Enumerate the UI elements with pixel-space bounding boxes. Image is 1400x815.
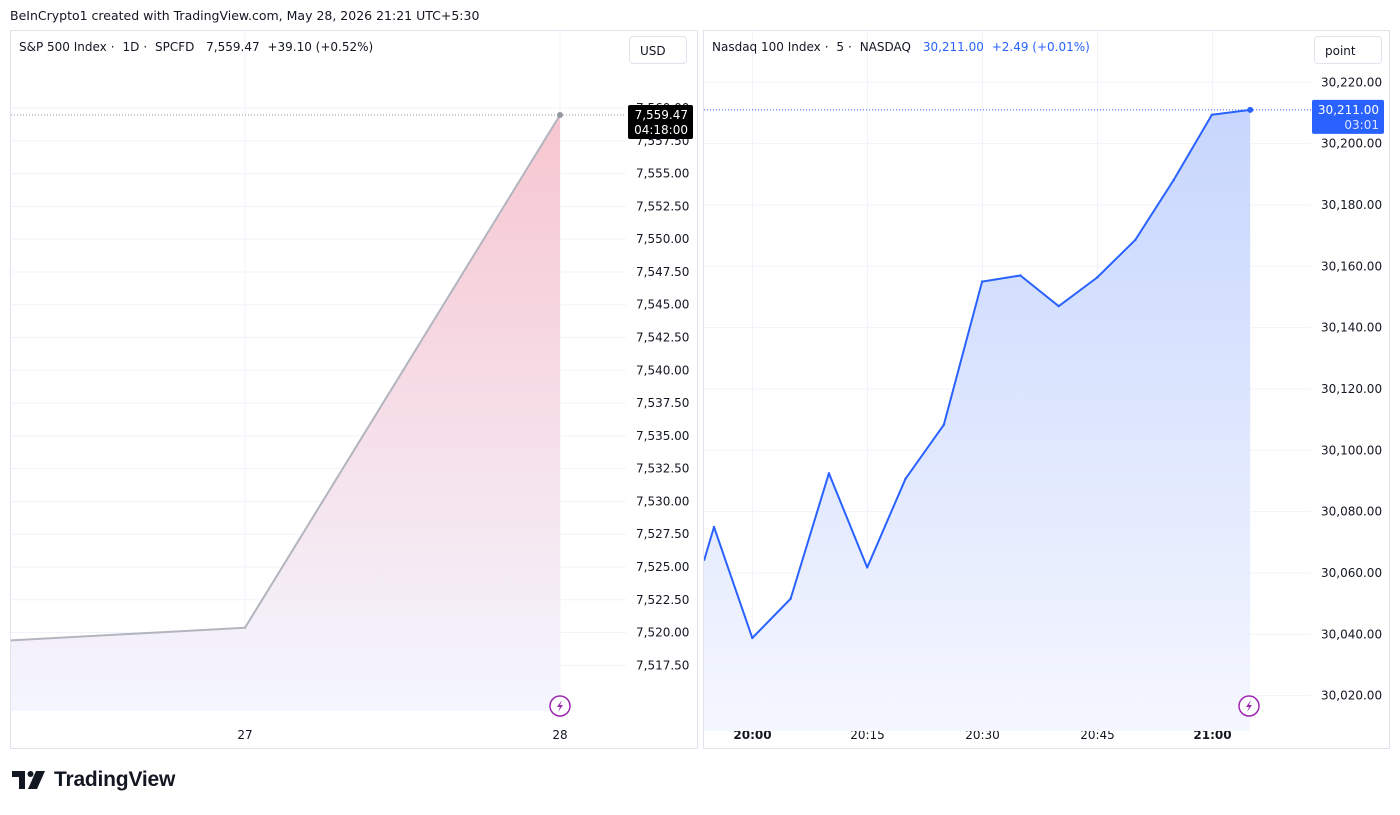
- spx-change: +39.10 (+0.52%): [267, 40, 374, 54]
- currency-button[interactable]: USD: [629, 36, 687, 64]
- y-tick-label: 7,552.50: [636, 199, 689, 213]
- y-tick-label: 30,160.00: [1321, 259, 1382, 273]
- legend-separator: ·: [824, 40, 829, 54]
- y-tick-label: 30,060.00: [1321, 566, 1382, 580]
- y-tick-label: 7,550.00: [636, 232, 689, 246]
- data-point: [904, 477, 907, 481]
- data-point: [712, 525, 716, 529]
- x-tick-label: 20:00: [733, 728, 771, 742]
- y-tick-label: 7,532.50: [636, 462, 689, 476]
- ndx-chart-svg[interactable]: 30,220.00 30,200.00 30,180.00 30,160.00 30,1…: [704, 31, 1389, 748]
- spx-exchange: SPCFD: [154, 40, 195, 54]
- data-point: [1019, 274, 1022, 277]
- data-point: [1134, 238, 1137, 242]
- tradingview-logo-icon: [12, 771, 45, 789]
- data-point: [1057, 304, 1060, 308]
- ndx-title: Nasdaq 100 Index: [712, 40, 821, 54]
- price-tag-value: 30,211.00: [1318, 103, 1379, 117]
- y-tick-label: 7,547.50: [636, 265, 689, 279]
- y-tick-label: 7,540.00: [636, 363, 689, 377]
- x-tick-label: 21:00: [1193, 728, 1231, 742]
- unit-button[interactable]: point: [1314, 36, 1382, 64]
- y-tick-label: 7,542.50: [636, 331, 689, 345]
- data-point: [1172, 178, 1175, 182]
- legend-separator: ·: [110, 40, 115, 54]
- legend-separator: ·: [143, 40, 148, 54]
- last-price-marker: [1247, 106, 1254, 113]
- y-tick-label: 7,545.00: [636, 298, 689, 312]
- y-tick-label: 30,220.00: [1321, 75, 1382, 89]
- price-tag-countdown: 04:18:00: [634, 123, 688, 137]
- y-tick-label: 30,200.00: [1321, 137, 1382, 151]
- y-tick-label: 7,517.50: [636, 658, 689, 672]
- x-tick-label: 20:15: [850, 728, 885, 742]
- ndx-interval: 5: [836, 40, 845, 54]
- chart-credit: BeInCrypto1 created with TradingView.com…: [10, 8, 480, 23]
- tradingview-wordmark: TradingView: [54, 768, 176, 791]
- y-tick-label: 30,100.00: [1321, 443, 1382, 457]
- y-tick-label: 7,537.50: [636, 396, 689, 410]
- ndx-exchange: NASDAQ: [859, 40, 911, 54]
- y-tick-label: 30,080.00: [1321, 505, 1382, 519]
- price-tag-background: [1312, 99, 1384, 134]
- data-point: [866, 566, 869, 569]
- y-tick-label: 7,527.50: [636, 527, 689, 541]
- x-tick-label: 20:45: [1080, 728, 1115, 742]
- spx-chart-svg[interactable]: 7,560.007,557.507,555.007,552.507,550.00…: [11, 31, 697, 748]
- x-tick-label: 20:30: [965, 728, 1000, 742]
- data-point: [243, 626, 247, 629]
- ndx-price: 30,211.00: [922, 40, 984, 54]
- y-tick-label: 7,525.00: [636, 560, 689, 574]
- data-point: [827, 472, 831, 475]
- y-tick-label: 7,522.50: [636, 593, 689, 607]
- y-tick-label: 30,140.00: [1321, 321, 1382, 335]
- data-point: [980, 280, 984, 283]
- lightning-bolt: [1246, 700, 1252, 712]
- y-tick-label: 30,120.00: [1321, 382, 1382, 396]
- last-price-marker: [557, 111, 563, 118]
- lightning-badge-icon: [1238, 695, 1260, 717]
- y-tick-label: 30,180.00: [1321, 198, 1382, 212]
- price-tag-background: [628, 104, 693, 139]
- spx-title: S&P 500 Index: [19, 40, 107, 54]
- y-tick-label: 7,520.00: [636, 626, 689, 640]
- y-tick-label: 7,555.00: [636, 167, 689, 181]
- y-tick-label: 7,535.00: [636, 429, 689, 443]
- data-point: [751, 636, 754, 640]
- spx-chart-panel[interactable]: 7,560.007,557.507,555.007,552.507,550.00…: [10, 30, 698, 749]
- tradingview-logo[interactable]: TradingView: [12, 768, 175, 792]
- x-tick-label: 28: [552, 728, 567, 742]
- data-point: [11, 639, 13, 642]
- y-tick-label: 7,530.00: [636, 494, 689, 508]
- lightning-badge-icon: [549, 695, 571, 717]
- price-tag-countdown: 03:01: [1344, 118, 1379, 132]
- spx-legend: S&P 500 Index · 1D · SPCFD 7,559.47 +39.10…: [19, 40, 377, 54]
- data-point: [789, 597, 792, 600]
- series-area: [11, 114, 560, 711]
- ndx-change: +2.49 (+0.01%): [991, 40, 1090, 54]
- series-line: [704, 108, 1251, 640]
- lightning-bolt: [557, 700, 563, 712]
- y-tick-label: 30,020.00: [1321, 689, 1382, 703]
- x-tick-label: 27: [237, 728, 252, 742]
- data-point: [1210, 113, 1214, 116]
- spx-price: 7,559.47: [206, 40, 260, 54]
- price-tag-value: 7,559.47: [635, 108, 688, 122]
- spx-interval: 1D: [122, 40, 140, 54]
- ndx-legend: Nasdaq 100 Index · 5 · NASDAQ 30,211.00 +2…: [712, 40, 1094, 54]
- data-point: [1095, 276, 1099, 279]
- legend-separator: ·: [848, 40, 852, 54]
- y-tick-label: 30,040.00: [1321, 627, 1382, 641]
- ndx-chart-panel[interactable]: 30,220.00 30,200.00 30,180.00 30,160.00 30,1…: [703, 30, 1390, 749]
- data-point: [942, 423, 945, 427]
- series-area: [704, 109, 1251, 732]
